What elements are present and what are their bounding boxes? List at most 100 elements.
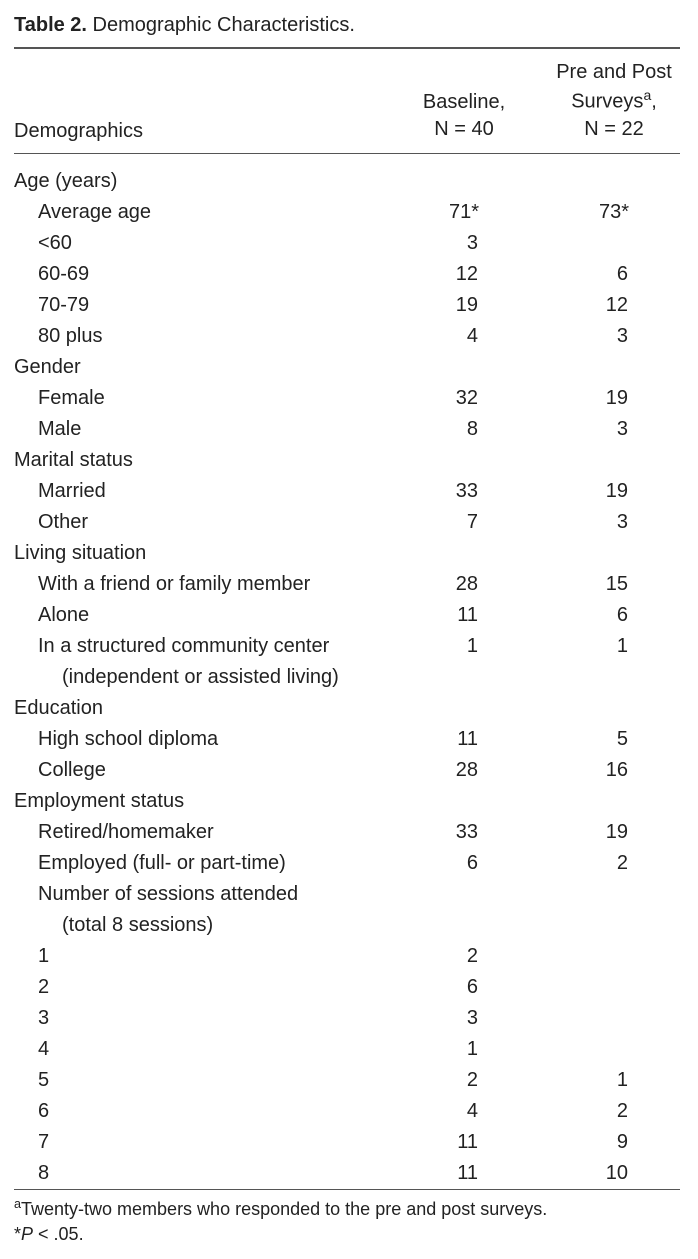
row-baseline-value: 12 (394, 259, 534, 290)
table-row: Female3219 (14, 383, 680, 414)
subrow-label: 2 (14, 972, 394, 1003)
row-baseline-value: 28 (394, 755, 534, 786)
row-label: High school diploma (14, 724, 394, 755)
table-row: <603 (14, 228, 680, 259)
row-prepost-value: 5 (534, 724, 694, 755)
table-row: High school diploma115 (14, 724, 680, 755)
row-label: 60-69 (14, 259, 394, 290)
row-baseline-value: 8 (394, 414, 534, 445)
row-baseline-value: 6 (394, 848, 534, 879)
row-prepost-value: 3 (534, 414, 694, 445)
row-prepost-value: 2 (534, 848, 694, 879)
subrow-label: 6 (14, 1096, 394, 1127)
subrow-prepost-value: 1 (534, 1065, 694, 1096)
row-label: Number of sessions attended (14, 879, 394, 910)
row-baseline-value: 19 (394, 290, 534, 321)
row-baseline-value: 32 (394, 383, 534, 414)
col-header-demographics: Demographics (14, 120, 394, 143)
row-baseline-value: 33 (394, 476, 534, 507)
subrow-label: 4 (14, 1034, 394, 1065)
group-heading: Age (years) (14, 166, 680, 197)
column-header-row: Demographics Baseline, N = 40 Pre and Po… (14, 49, 680, 153)
table-row-continuation: (total 8 sessions) (14, 910, 680, 941)
subrow-baseline-value: 6 (394, 972, 534, 1003)
col-header-baseline: Baseline, N = 40 (394, 89, 534, 143)
row-prepost-value: 15 (534, 569, 694, 600)
table-row: Married3319 (14, 476, 680, 507)
table-row: Number of sessions attended (14, 879, 680, 910)
group-heading: Marital status (14, 445, 680, 476)
row-prepost-value: 19 (534, 383, 694, 414)
row-label: Female (14, 383, 394, 414)
col-header-prepost: Pre and Post Surveysa, N = 22 (534, 59, 694, 143)
subrow-label: 1 (14, 941, 394, 972)
table-row: 70-791912 (14, 290, 680, 321)
subrow-prepost-value: 10 (534, 1158, 694, 1189)
group-heading: Living situation (14, 538, 680, 569)
subrow-baseline-value: 1 (394, 1034, 534, 1065)
row-baseline-value: 11 (394, 600, 534, 631)
row-label: Married (14, 476, 394, 507)
row-label: <60 (14, 228, 394, 259)
row-label-continuation: (independent or assisted living) (14, 662, 394, 693)
table-subrow: 26 (14, 972, 680, 1003)
table-subrow: 33 (14, 1003, 680, 1034)
group-heading-label: Employment status (14, 786, 394, 817)
row-prepost-value: 6 (534, 259, 694, 290)
table-footnotes: aTwenty-two members who responded to the… (14, 1190, 680, 1247)
row-prepost-value: 1 (534, 631, 694, 662)
row-baseline-value: 1 (394, 631, 534, 662)
row-prepost-value: 19 (534, 817, 694, 848)
row-label: In a structured community center (14, 631, 394, 662)
row-prepost-value: 6 (534, 600, 694, 631)
subrow-label: 8 (14, 1158, 394, 1189)
table-label-rest: Demographic Characteristics. (87, 14, 355, 36)
table-2: Table 2. Demographic Characteristics. De… (0, 0, 698, 1259)
subrow-prepost-value: 9 (534, 1127, 694, 1158)
table-title: Table 2. Demographic Characteristics. (14, 14, 680, 47)
subrow-baseline-value: 2 (394, 1065, 534, 1096)
group-heading-label: Gender (14, 352, 394, 383)
row-label: 70-79 (14, 290, 394, 321)
row-label: Average age (14, 197, 394, 228)
table-row: Other73 (14, 507, 680, 538)
table-row-continuation: (independent or assisted living) (14, 662, 680, 693)
subrow-baseline-value: 4 (394, 1096, 534, 1127)
row-prepost-value: 3 (534, 507, 694, 538)
row-label: 80 plus (14, 321, 394, 352)
table-row: 60-69126 (14, 259, 680, 290)
row-label: Retired/homemaker (14, 817, 394, 848)
subrow-label: 3 (14, 1003, 394, 1034)
row-label: Male (14, 414, 394, 445)
row-baseline-value: 33 (394, 817, 534, 848)
row-baseline-value: 11 (394, 724, 534, 755)
table-row: Retired/homemaker3319 (14, 817, 680, 848)
group-heading: Employment status (14, 786, 680, 817)
group-heading: Education (14, 693, 680, 724)
table-subrow: 521 (14, 1065, 680, 1096)
group-heading-label: Living situation (14, 538, 394, 569)
row-label: Other (14, 507, 394, 538)
row-baseline-value: 4 (394, 321, 534, 352)
table-label-bold: Table 2. (14, 14, 87, 36)
subrow-baseline-value: 11 (394, 1158, 534, 1189)
footnote-p: *P < .05. (14, 1222, 680, 1247)
table-subrow: 81110 (14, 1158, 680, 1189)
table-row: In a structured community center11 (14, 631, 680, 662)
row-prepost-value: 3 (534, 321, 694, 352)
subrow-label: 5 (14, 1065, 394, 1096)
group-heading-label: Age (years) (14, 166, 394, 197)
table-row: With a friend or family member2815 (14, 569, 680, 600)
row-label: Alone (14, 600, 394, 631)
subrow-baseline-value: 3 (394, 1003, 534, 1034)
table-subrow: 41 (14, 1034, 680, 1065)
row-baseline-value: 7 (394, 507, 534, 538)
row-baseline-value: 28 (394, 569, 534, 600)
subrow-prepost-value: 2 (534, 1096, 694, 1127)
table-row: Alone116 (14, 600, 680, 631)
footnote-a: aTwenty-two members who responded to the… (14, 1196, 680, 1222)
table-subrow: 12 (14, 941, 680, 972)
row-prepost-value: 12 (534, 290, 694, 321)
table-subrow: 642 (14, 1096, 680, 1127)
row-label: Employed (full- or part-time) (14, 848, 394, 879)
